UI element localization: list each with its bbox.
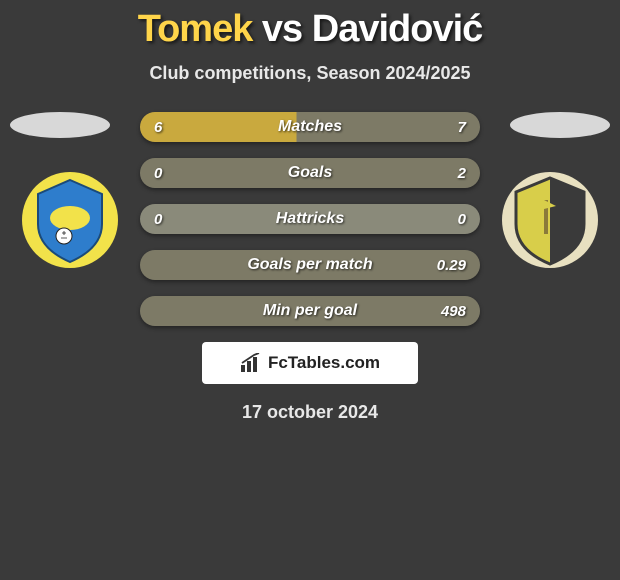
- stat-bar: Min per goal 498: [140, 296, 480, 326]
- brand-badge[interactable]: FcTables.com: [202, 342, 418, 384]
- club-badge-right: [500, 170, 600, 270]
- club-right-icon: [500, 170, 600, 270]
- flag-right-oval: [510, 112, 610, 138]
- club-badge-left: [20, 170, 120, 270]
- stat-right-value: 7: [458, 119, 466, 136]
- vs-text: vs: [262, 8, 302, 50]
- stat-right-value: 0.29: [437, 257, 466, 274]
- stat-right-value: 498: [441, 303, 466, 320]
- stat-left-value: 6: [154, 119, 162, 136]
- stat-label: Hattricks: [276, 210, 344, 228]
- stat-bar: Goals per match 0.29: [140, 250, 480, 280]
- stat-left-value: 0: [154, 211, 162, 228]
- club-left-icon: [20, 170, 120, 270]
- stat-label: Goals per match: [247, 256, 372, 274]
- flag-left-oval: [10, 112, 110, 138]
- stat-bar: 0 Goals 2: [140, 158, 480, 188]
- subtitle-text: Club competitions, Season 2024/2025: [0, 63, 620, 84]
- stat-label: Matches: [278, 118, 342, 136]
- player1-name: Tomek: [138, 8, 253, 50]
- stat-bar: 6 Matches 7: [140, 112, 480, 142]
- stat-right-value: 2: [458, 165, 466, 182]
- stat-left-value: 0: [154, 165, 162, 182]
- date-text: 17 october 2024: [0, 402, 620, 423]
- stat-label: Min per goal: [263, 302, 357, 320]
- stat-label: Goals: [288, 164, 332, 182]
- content-area: 6 Matches 7 0 Goals 2 0 Hattricks 0 Goals per mat…: [0, 112, 620, 423]
- chart-icon: [240, 353, 262, 373]
- stat-bar: 0 Hattricks 0: [140, 204, 480, 234]
- player2-name: Davidović: [312, 8, 483, 50]
- stat-right-value: 0: [458, 211, 466, 228]
- comparison-title: Tomek vs Davidović: [0, 0, 620, 51]
- brand-text: FcTables.com: [268, 353, 380, 373]
- stat-bars-container: 6 Matches 7 0 Goals 2 0 Hattricks 0 Goals per mat…: [140, 112, 480, 326]
